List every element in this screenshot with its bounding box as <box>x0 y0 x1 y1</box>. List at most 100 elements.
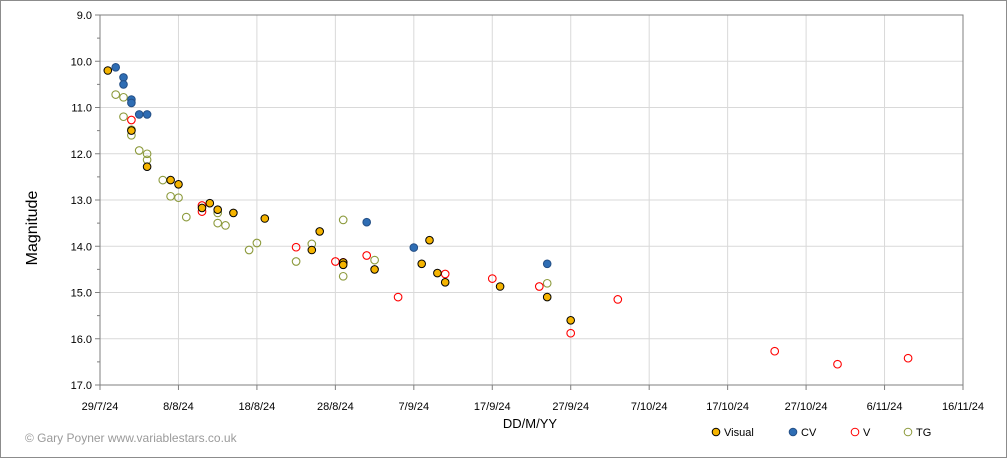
data-point-visual <box>425 235 434 245</box>
data-point-tg <box>338 215 348 225</box>
data-point-visual <box>205 198 215 208</box>
data-point-visual <box>440 278 450 287</box>
data-point-tg <box>542 278 552 288</box>
data-point-visual <box>127 126 136 135</box>
data-point-visual <box>260 214 270 223</box>
x-axis-title: DD/M/YY <box>503 416 558 431</box>
data-point-visual <box>229 208 238 218</box>
x-tick-label: 6/11/24 <box>867 401 903 413</box>
legend-label-tg: TG <box>916 427 931 439</box>
data-point-visual <box>174 180 183 189</box>
legend-label-cv: CV <box>801 427 817 439</box>
x-tick-label: 7/10/24 <box>631 401 668 413</box>
y-tick-label: 9.0 <box>77 10 92 22</box>
data-point-cv <box>127 98 136 108</box>
legend: Visual CV V TG <box>711 427 931 439</box>
y-tick-labels: 9.0 10.0 11.0 12.0 13.0 14.0 15.0 16.0 17.0 <box>71 10 92 392</box>
x-tick-label: 7/9/24 <box>399 401 430 413</box>
data-points <box>103 63 913 369</box>
data-point-tg <box>119 92 128 102</box>
y-tick-label: 17.0 <box>71 380 92 392</box>
y-axis-title: Magnitude <box>24 191 41 266</box>
data-point-tg <box>221 221 230 230</box>
data-point-tg <box>213 218 223 228</box>
data-point-tg <box>174 193 183 203</box>
data-point-v <box>440 269 450 279</box>
x-tick-label: 29/7/24 <box>82 401 119 413</box>
data-point-visual <box>103 66 113 75</box>
x-tick-label: 28/8/24 <box>317 401 354 413</box>
data-point-tg <box>370 255 379 265</box>
x-tick-label: 17/9/24 <box>474 401 511 413</box>
data-point-tg <box>252 238 262 248</box>
y-tick-label: 12.0 <box>71 149 92 161</box>
data-point-v <box>127 115 136 125</box>
axis-ticks <box>95 14 964 390</box>
credit-text: © Gary Poyner www.variablestars.co.uk <box>25 431 238 445</box>
data-point-tg <box>158 175 168 185</box>
y-tick-label: 13.0 <box>71 195 92 207</box>
data-point-cv <box>134 110 144 119</box>
y-tick-label: 16.0 <box>71 334 92 346</box>
legend-marker-tg <box>903 427 913 437</box>
x-tick-label: 16/11/24 <box>942 401 984 413</box>
data-point-v <box>331 257 340 266</box>
data-point-tg <box>134 146 144 155</box>
data-point-tg <box>338 271 348 281</box>
data-point-visual <box>542 292 552 302</box>
x-tick-labels: 29/7/24 8/8/24 18/8/24 28/8/24 7/9/24 17/9/24… <box>82 401 984 413</box>
data-point-visual <box>433 268 442 278</box>
x-tick-label: 17/10/24 <box>706 401 749 413</box>
legend-label-v: V <box>863 427 871 439</box>
y-tick-label: 10.0 <box>71 56 92 68</box>
legend-marker-visual <box>711 427 721 437</box>
data-point-cv <box>142 110 152 119</box>
data-point-visual <box>417 259 427 269</box>
data-point-v <box>534 282 544 291</box>
data-point-visual <box>213 205 222 214</box>
data-point-v <box>362 251 372 260</box>
data-point-visual <box>315 227 325 236</box>
x-tick-label: 27/9/24 <box>552 401 589 413</box>
data-point-visual <box>166 175 175 185</box>
data-point-cv <box>119 73 128 82</box>
data-point-v <box>613 295 623 304</box>
data-point-visual <box>307 245 317 255</box>
data-point-visual <box>338 260 348 270</box>
data-point-visual <box>566 316 576 325</box>
data-point-visual <box>495 282 505 291</box>
x-tick-label: 8/8/24 <box>163 401 194 413</box>
grid-lines <box>99 14 964 386</box>
data-point-cv <box>542 259 552 269</box>
y-tick-label: 11.0 <box>71 103 92 115</box>
data-point-tg <box>142 149 152 159</box>
data-point-v <box>770 346 780 356</box>
data-point-tg <box>291 257 301 266</box>
legend-label-visual: Visual <box>724 427 754 439</box>
data-point-tg <box>166 191 175 201</box>
data-point-tg <box>111 90 121 99</box>
data-point-cv <box>111 63 120 72</box>
data-point-v <box>393 292 403 302</box>
legend-marker-v <box>850 427 860 437</box>
data-point-cv <box>119 80 128 89</box>
x-tick-label: 18/8/24 <box>239 401 276 413</box>
x-tick-label: 27/10/24 <box>785 401 828 413</box>
data-point-tg <box>181 212 191 222</box>
data-point-tg <box>119 112 128 122</box>
legend-marker-cv <box>788 427 798 437</box>
data-point-v <box>566 328 576 338</box>
data-point-v <box>291 242 301 252</box>
data-point-cv <box>409 243 419 252</box>
data-point-v <box>487 274 497 283</box>
data-point-visual <box>370 265 379 274</box>
data-point-v <box>903 353 913 363</box>
data-point-visual <box>142 162 152 171</box>
data-point-cv <box>362 217 372 227</box>
data-point-v <box>833 359 842 369</box>
data-point-tg <box>244 245 254 255</box>
data-point-visual <box>197 203 207 213</box>
y-tick-label: 14.0 <box>71 241 92 253</box>
